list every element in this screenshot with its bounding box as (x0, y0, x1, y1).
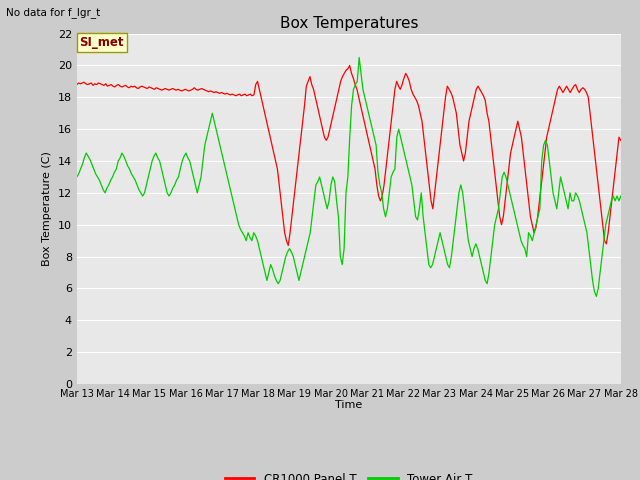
Y-axis label: Box Temperature (C): Box Temperature (C) (42, 151, 52, 266)
Text: No data for f_lgr_t: No data for f_lgr_t (6, 7, 100, 18)
Legend: CR1000 Panel T, Tower Air T: CR1000 Panel T, Tower Air T (220, 468, 477, 480)
Title: Box Temperatures: Box Temperatures (280, 16, 418, 31)
X-axis label: Time: Time (335, 400, 362, 410)
Text: SI_met: SI_met (79, 36, 124, 49)
